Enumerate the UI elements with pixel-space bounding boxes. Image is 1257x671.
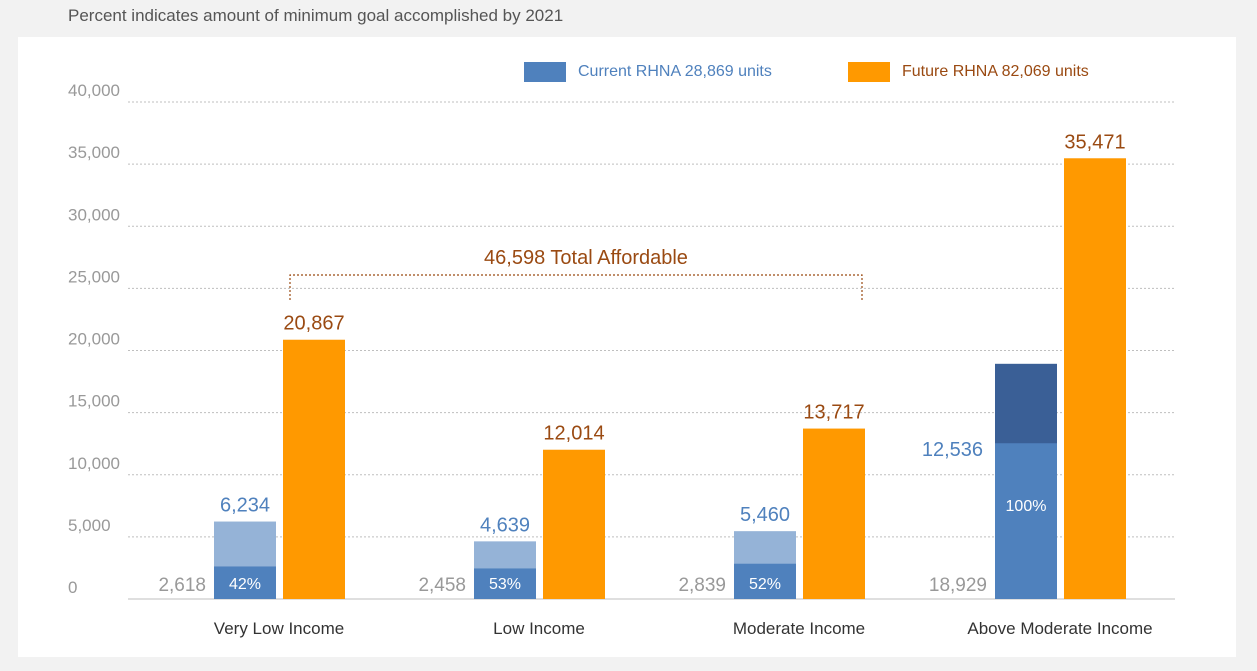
legend-item-future: Future RHNA 82,069 units <box>848 61 1089 83</box>
current-value-label: 4,639 <box>480 514 530 536</box>
future-bar <box>283 339 345 599</box>
y-tick-label: 25,000 <box>68 267 120 286</box>
y-tick-label: 20,000 <box>68 330 120 349</box>
current-value-label: 5,460 <box>740 504 790 526</box>
legend-label-future: Future RHNA 82,069 units <box>902 63 1089 80</box>
y-tick-label: 40,000 <box>68 81 120 100</box>
legend-swatch-current <box>524 62 566 82</box>
accomplished-label: 2,618 <box>158 575 206 596</box>
category-label: Very Low Income <box>214 619 344 638</box>
y-tick-label: 30,000 <box>68 205 120 224</box>
y-tick-label: 10,000 <box>68 454 120 473</box>
current-value-label: 6,234 <box>220 495 270 517</box>
legend-label-current: Current RHNA 28,869 units <box>578 63 772 80</box>
future-value-label: 35,471 <box>1064 131 1125 153</box>
current-bar-accomplished <box>474 568 536 599</box>
percent-label: 42% <box>229 576 261 593</box>
current-bar-accomplished <box>995 443 1057 599</box>
y-tick-label: 0 <box>68 578 77 597</box>
accomplished-label: 2,458 <box>418 575 466 596</box>
percent-label: 100% <box>1006 498 1047 515</box>
future-bar <box>1064 158 1126 599</box>
current-bar-accomplished <box>734 563 796 599</box>
category-label: Moderate Income <box>733 619 865 638</box>
percent-label: 53% <box>489 576 521 593</box>
accomplished-label: 2,839 <box>678 575 726 596</box>
y-tick-label: 15,000 <box>68 392 120 411</box>
future-value-label: 13,717 <box>803 402 864 424</box>
chart-subtitle: Percent indicates amount of minimum goal… <box>68 6 564 25</box>
legend-swatch-future <box>848 62 890 82</box>
category-label: Low Income <box>493 619 585 638</box>
category-label: Above Moderate Income <box>967 619 1152 638</box>
y-tick-label: 35,000 <box>68 143 120 162</box>
y-tick-label: 5,000 <box>68 516 111 535</box>
annotation-label: 46,598 Total Affordable <box>484 247 688 269</box>
current-bar-accomplished <box>214 566 276 599</box>
future-value-label: 20,867 <box>283 313 344 335</box>
legend-item-current: Current RHNA 28,869 units <box>524 61 772 83</box>
percent-label: 52% <box>749 576 781 593</box>
accomplished-label: 18,929 <box>929 575 987 596</box>
annotation-bracket <box>289 274 863 300</box>
future-bar <box>803 428 865 599</box>
current-value-label: 12,536 <box>922 439 983 461</box>
future-bar <box>543 449 605 599</box>
future-value-label: 12,014 <box>543 423 604 445</box>
